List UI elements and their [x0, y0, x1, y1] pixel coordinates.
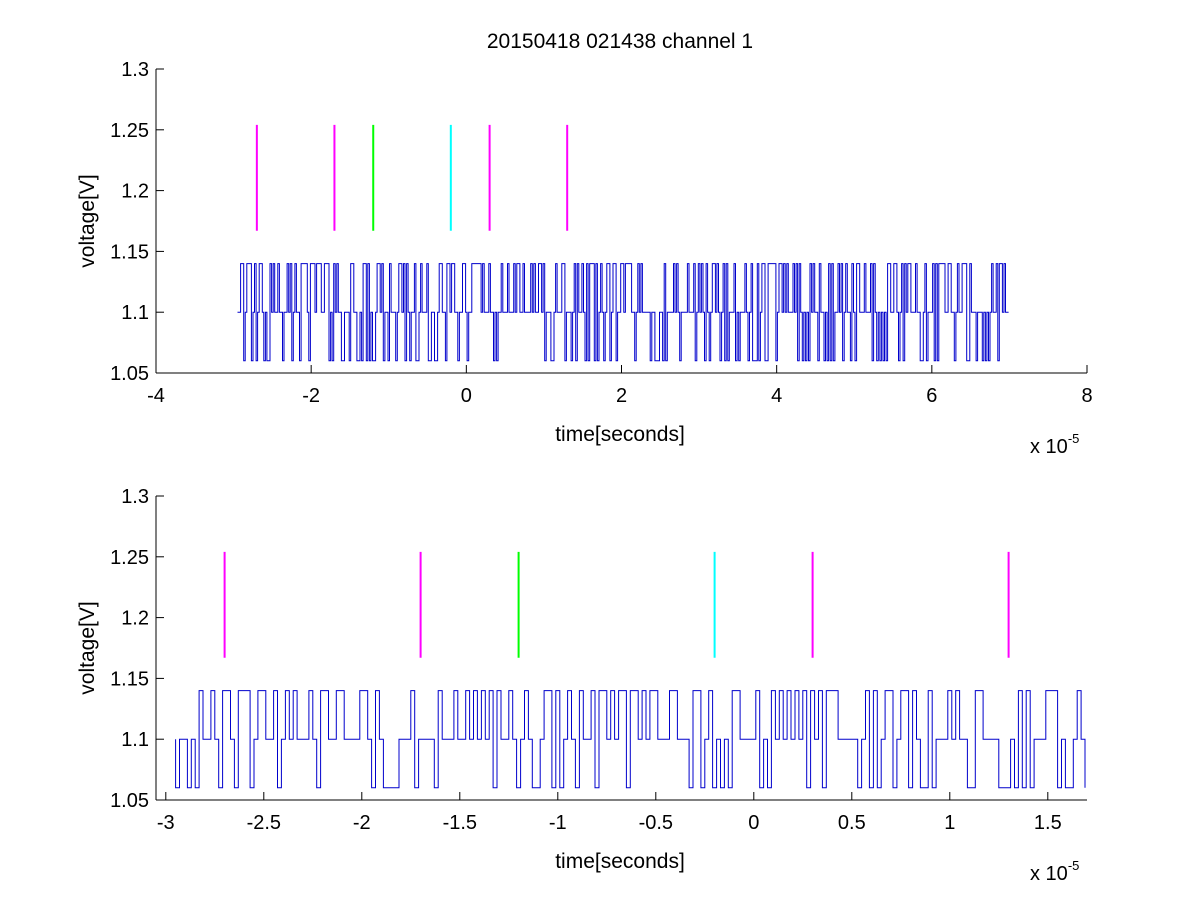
x-tick-label: 8 [1081, 385, 1092, 407]
voltage-trace [237, 263, 1009, 362]
x-tick-label: 1.5 [1034, 812, 1062, 834]
x-tick-label: -0.5 [639, 812, 673, 834]
x-tick-label: -2.5 [247, 812, 281, 834]
y-tick-label: 1.05 [110, 363, 149, 385]
y-tick-label: 1.25 [110, 547, 149, 569]
x-tick-label: 1 [944, 812, 955, 834]
x-axis-multiplier: x 10-5 [1030, 431, 1079, 458]
voltage-trace [175, 690, 1086, 789]
x-tick-label: 4 [771, 385, 782, 407]
y-tick-label: 1.1 [121, 302, 149, 324]
y-tick-label: 1.05 [110, 790, 149, 812]
figure-title: 20150418 021438 channel 1 [487, 30, 753, 53]
x-tick-label: 2 [616, 385, 627, 407]
y-axis-label: voltage[V] [76, 174, 99, 267]
x-tick-label: -1.5 [443, 812, 477, 834]
y-tick-label: 1.2 [121, 608, 149, 630]
y-tick-label: 1.3 [121, 59, 149, 81]
x-axis-label: time[seconds] [555, 423, 685, 446]
y-tick-label: 1.1 [121, 729, 149, 751]
y-tick-label: 1.3 [121, 486, 149, 508]
multiplier-exponent: -5 [1068, 431, 1080, 446]
y-tick-label: 1.25 [110, 120, 149, 142]
x-tick-label: 0 [461, 385, 472, 407]
x-tick-label: -4 [147, 385, 165, 407]
x-tick-label: -2 [302, 385, 320, 407]
x-tick-label: 0 [748, 812, 759, 834]
y-tick-label: 1.2 [121, 181, 149, 203]
y-tick-label: 1.15 [110, 241, 149, 263]
x-tick-label: 6 [926, 385, 937, 407]
x-axis-multiplier: x 10-5 [1030, 858, 1079, 885]
multiplier-prefix: x 10 [1030, 863, 1068, 885]
x-axis-label: time[seconds] [555, 850, 685, 873]
multiplier-exponent: -5 [1068, 858, 1080, 873]
x-tick-label: -1 [549, 812, 567, 834]
multiplier-prefix: x 10 [1030, 436, 1068, 458]
top-panel: 1.05 1.1 1.15 1.2 1.25 1.3 -4 -2 0 2 4 6 8 time[secon… [76, 59, 1093, 458]
bottom-panel: 1.05 1.1 1.15 1.2 1.25 1.3 -3 -2.5 -2 -1.5 -1 -0.5 0… [76, 486, 1087, 885]
y-axis-label: voltage[V] [76, 601, 99, 694]
y-tick-label: 1.15 [110, 668, 149, 690]
x-tick-label: 0.5 [838, 812, 866, 834]
x-tick-label: -2 [353, 812, 371, 834]
x-tick-label: -3 [157, 812, 175, 834]
